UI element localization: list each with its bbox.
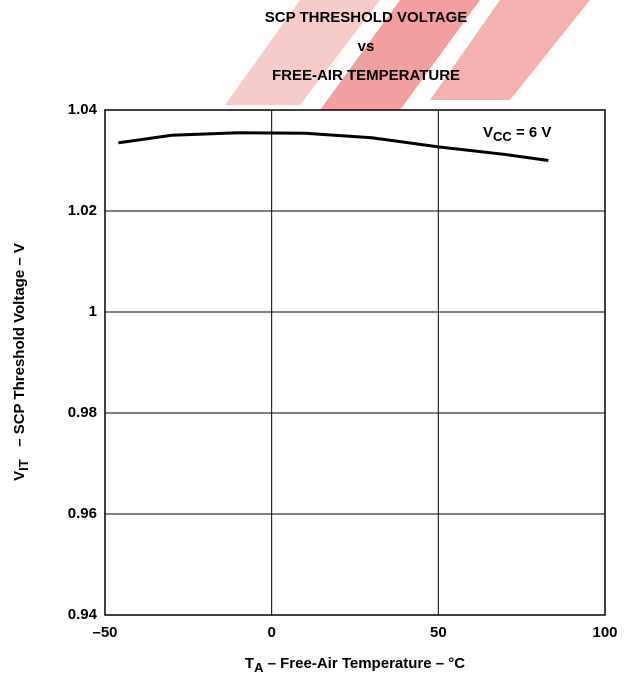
x-axis-label: TA – Free-Air Temperature – °C	[245, 655, 465, 675]
watermark	[320, 0, 480, 110]
y-tick-label: 1	[89, 303, 97, 320]
y-tick-label: 0.96	[68, 505, 97, 522]
chart-title: FREE-AIR TEMPERATURE	[272, 67, 460, 84]
data-line	[118, 131, 549, 162]
y-tick-label: 1.04	[68, 101, 98, 118]
watermark	[225, 0, 380, 105]
x-tick-label: –50	[92, 624, 117, 641]
watermark	[430, 0, 590, 100]
y-tick-label: 1.02	[68, 202, 97, 219]
x-tick-label: 50	[430, 624, 447, 641]
chart-title: vs	[358, 38, 375, 55]
x-tick-label: 0	[267, 624, 275, 641]
x-tick-label: 100	[592, 624, 617, 641]
y-tick-label: 0.98	[68, 404, 97, 421]
y-axis-label: VIT – SCP Threshold Voltage – V	[11, 243, 31, 481]
y-tick-label: 0.94	[68, 606, 98, 623]
chart-title: SCP THRESHOLD VOLTAGE	[265, 9, 468, 26]
plot-frame	[104, 109, 606, 616]
annotation: VCC = 6 V	[483, 124, 551, 144]
